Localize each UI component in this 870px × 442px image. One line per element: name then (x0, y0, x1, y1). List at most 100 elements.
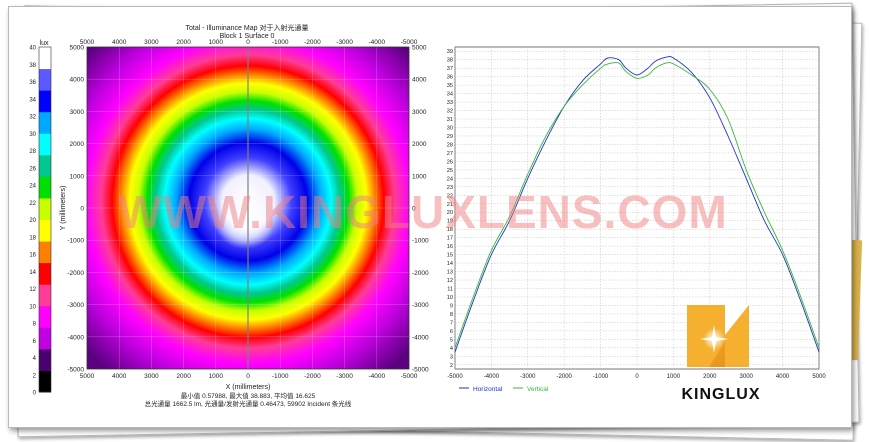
plot-x-tick-label: 1000 (667, 374, 681, 380)
plot-y-tick-label: 4 (450, 346, 453, 352)
colorbar-segment (39, 47, 51, 70)
colorbar-segment (39, 111, 51, 134)
map-y-ticks-right: 5000 4000 3000 2000 1000 0 -1000 -2000 -3000 -400… (412, 45, 429, 374)
report-page: Total - Illuminance Map 对于入射光通量 Block 1 … (8, 6, 852, 428)
plot-y-tick-label: 3 (450, 354, 453, 360)
map-y-tick-label: -2000 (67, 270, 84, 277)
map-y-tick-label: 2000 (412, 141, 427, 148)
map-y-tick-label: 1000 (412, 173, 427, 180)
plot-y-tick-label: 5 (450, 337, 453, 343)
colorbar-tick-label: 8 (33, 322, 37, 328)
map-x-tick-label: 5000 (80, 39, 95, 46)
map-y-tick-label: 3000 (412, 109, 427, 116)
kinglux-logo: KINGLUX (682, 305, 761, 403)
plot-y-tick-label: 8 (450, 312, 453, 318)
plot-grid (454, 47, 820, 369)
colorbar-tick-label: 4 (33, 356, 37, 362)
map-x-tick-label: 4000 (112, 373, 127, 380)
plot-y-tick-label: 17 (447, 236, 453, 242)
plot-y-tick-label: 11 (447, 287, 453, 293)
map-stats-line1: 最小值 0.57988, 最大值 38.883, 平均值 16.625 (181, 391, 316, 400)
map-x-tick-label: 0 (246, 373, 250, 380)
map-y-tick-label: -5000 (67, 367, 84, 374)
plot-y-tick-label: 39 (447, 49, 453, 55)
map-y-tick-label: -5000 (412, 367, 429, 374)
line-chart: 2345678910111213141516171819202122232425… (447, 46, 826, 380)
colorbar-tick-label: 10 (29, 304, 36, 310)
map-y-tick-label: -2000 (412, 270, 429, 277)
logo-brand-text: KINGLUX (682, 386, 761, 403)
colorbar-tick-label: 14 (29, 270, 36, 276)
plot-x-tick-label: 0 (635, 374, 639, 380)
plot-y-tick-label: 23 (447, 185, 453, 191)
colorbar (38, 46, 52, 393)
map-x-tick-label: -3000 (336, 39, 353, 46)
plot-y-tick-label: 26 (447, 159, 453, 165)
plot-y-tick-label: 33 (447, 100, 453, 106)
plot-y-tick-label: 16 (447, 244, 453, 250)
series-line-vertical (454, 62, 820, 348)
map-x-ticks-top: 5000 4000 3000 2000 1000 0 -1000 -2000 -3000 -400… (80, 39, 418, 46)
plot-y-tick-label: 10 (447, 295, 453, 301)
heatmap-hotspot (215, 197, 275, 249)
plot-x-tick-label: 3000 (740, 374, 754, 380)
map-y-tick-label: -4000 (67, 334, 84, 341)
plot-y-tick-label: 24 (447, 176, 453, 182)
plot-x-tick-label: -3000 (520, 374, 536, 380)
logo-k-notch (725, 305, 749, 335)
map-x-tick-label: -1000 (272, 39, 289, 46)
map-stats-line2: 总光通量 1662.5 lm, 光通量/发射光通量 0.46473, 59902… (145, 399, 352, 408)
plot-y-tick-label: 21 (447, 202, 453, 208)
plot-y-tick-label: 2 (450, 363, 453, 369)
plot-y-tick-label: 15 (447, 253, 453, 259)
map-subtitle: Block 1 Surface 0 (220, 33, 275, 40)
colorbar-segment (39, 241, 51, 264)
colorbar-tick-label: 0 (33, 391, 37, 397)
map-x-label: X (millimeters) (226, 384, 271, 391)
logo-star-icon (700, 325, 728, 353)
colorbar-tick-label: 12 (29, 287, 36, 293)
map-x-tick-label: 4000 (112, 39, 127, 46)
plot-series (454, 55, 820, 353)
colorbar-segment (39, 68, 51, 91)
plot-y-tick-label: 36 (447, 75, 453, 81)
colorbar-tick-label: 40 (29, 46, 36, 52)
plot-y-tick-label: 31 (447, 117, 453, 123)
map-y-tick-label: -1000 (67, 238, 84, 245)
map-y-tick-label: 5000 (412, 45, 427, 52)
map-y-tick-label: 2000 (70, 141, 85, 148)
legend-label-vertical: Vertical (527, 386, 549, 393)
map-x-tick-label: 3000 (144, 39, 159, 46)
map-y-tick-label: 4000 (412, 77, 427, 84)
map-x-tick-label: 2000 (176, 39, 191, 46)
plot-y-tick-label: 37 (447, 66, 453, 72)
map-x-tick-label: 2000 (176, 373, 191, 380)
colorbar-tick-label: 26 (29, 166, 36, 172)
colorbar-tick-label: 22 (29, 201, 36, 207)
map-x-tick-label: -2000 (304, 39, 321, 46)
colorbar-segment (39, 90, 51, 113)
map-y-tick-label: 5000 (70, 45, 85, 52)
map-y-tick-label: -3000 (412, 302, 429, 309)
colorbar-segment (39, 176, 51, 199)
plot-y-tick-label: 35 (447, 83, 453, 89)
map-x-tick-label: -3000 (336, 373, 353, 380)
map-y-tick-label: 0 (412, 206, 416, 213)
series-line-horizontal (454, 55, 820, 353)
map-y-tick-label: -1000 (412, 238, 429, 245)
plot-y-tick-label: 27 (447, 151, 453, 157)
heatmap-frame (86, 46, 410, 370)
map-x-tick-label: 0 (246, 39, 250, 46)
plot-x-tick-label: -1000 (593, 374, 609, 380)
colorbar-tick-label: 36 (29, 80, 36, 86)
plot-x-ticks: -5000 -4000 -3000 -2000 -1000 0 1000 2000 3000 40… (447, 374, 826, 380)
map-x-tick-label: 5000 (80, 373, 95, 380)
map-y-tick-label: -4000 (412, 334, 429, 341)
colorbar-tick-label: 20 (29, 218, 36, 224)
map-y-tick-label: 3000 (70, 109, 85, 116)
colorbar-segment (39, 305, 51, 328)
legend-label-horizontal: Horizontal (473, 386, 503, 393)
plot-y-tick-label: 22 (447, 193, 453, 199)
plot-y-tick-label: 20 (447, 210, 453, 216)
